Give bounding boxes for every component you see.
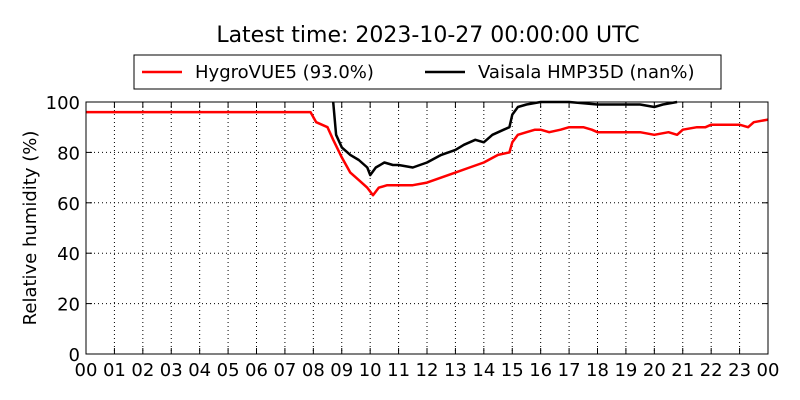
- x-tick-label: 08: [302, 360, 325, 381]
- x-tick-label: 23: [728, 360, 751, 381]
- x-tick-label: 12: [416, 360, 439, 381]
- x-tick-label: 22: [700, 360, 723, 381]
- series-line-0: [86, 110, 769, 197]
- series-line-1: [331, 100, 678, 177]
- x-tick-label: 02: [131, 360, 154, 381]
- y-tick-label: 100: [46, 93, 80, 114]
- legend-label-vaisala: Vaisala HMP35D (nan%): [478, 62, 695, 83]
- x-tick-label: 16: [529, 360, 552, 381]
- y-tick-label: 20: [57, 295, 80, 316]
- x-tick-label: 00: [75, 360, 98, 381]
- x-tick-label: 21: [671, 360, 694, 381]
- x-tick-label: 05: [217, 360, 240, 381]
- x-tick-label: 18: [586, 360, 609, 381]
- x-tick-label: 19: [614, 360, 637, 381]
- x-tick-label: 11: [387, 360, 410, 381]
- x-tick-label: 04: [188, 360, 211, 381]
- x-tick-label: 09: [330, 360, 353, 381]
- y-axis-label: Relative humidity (%): [20, 131, 41, 326]
- grid: [86, 102, 768, 354]
- y-tick-label: 60: [57, 194, 80, 215]
- y-tick-label: 40: [57, 244, 80, 265]
- x-tick-label: 06: [245, 360, 268, 381]
- chart-title: Latest time: 2023-10-27 00:00:00 UTC: [216, 23, 639, 48]
- legend-label-hygrovue5: HygroVUE5 (93.0%): [195, 62, 374, 83]
- x-tick-label: 13: [444, 360, 467, 381]
- series-layer: [86, 100, 769, 197]
- x-tick-label: 00: [757, 360, 780, 381]
- x-tick-label: 15: [501, 360, 524, 381]
- x-tick-label: 17: [558, 360, 581, 381]
- x-tick-label: 03: [160, 360, 183, 381]
- legend: HygroVUE5 (93.0%) Vaisala HMP35D (nan%): [133, 54, 722, 90]
- x-tick-label: 07: [273, 360, 296, 381]
- x-tick-label: 10: [359, 360, 382, 381]
- y-tick-label: 0: [69, 345, 80, 366]
- ticks: 00 01 02 03 04 05 06 07 08 09 10 11 12 13 14 15 16 17 18 19…: [46, 93, 780, 381]
- x-tick-label: 14: [472, 360, 495, 381]
- x-tick-label: 01: [103, 360, 126, 381]
- y-tick-label: 80: [57, 143, 80, 164]
- plot-frame: [85, 101, 769, 355]
- x-tick-label: 20: [643, 360, 666, 381]
